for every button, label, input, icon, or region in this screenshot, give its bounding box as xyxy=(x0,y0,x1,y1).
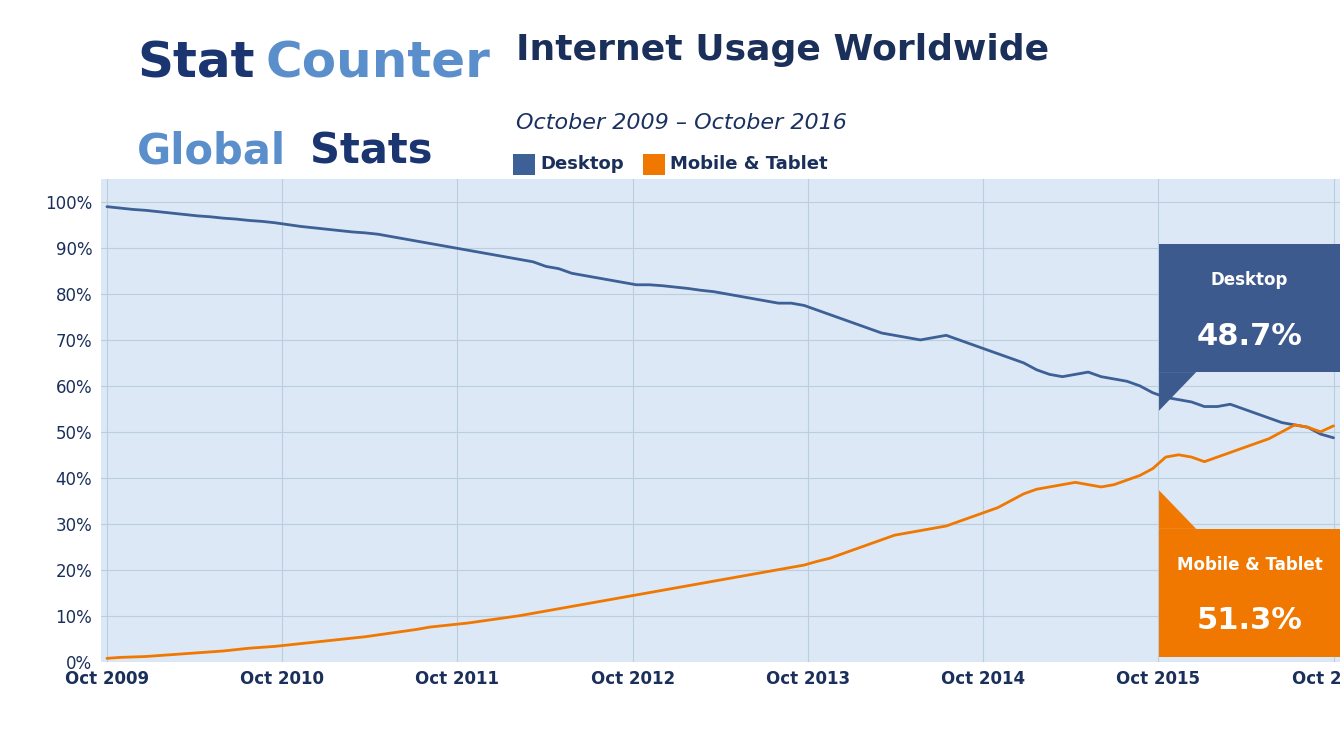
Text: Counter: Counter xyxy=(265,39,490,88)
Text: Internet Usage Worldwide: Internet Usage Worldwide xyxy=(516,33,1049,67)
Text: 51.3%: 51.3% xyxy=(1197,607,1302,635)
Polygon shape xyxy=(1159,491,1197,529)
Text: Mobile & Tablet: Mobile & Tablet xyxy=(1177,556,1323,574)
Text: Desktop: Desktop xyxy=(1211,271,1288,289)
Polygon shape xyxy=(1159,372,1197,411)
Text: Global: Global xyxy=(137,130,287,173)
Text: Stats: Stats xyxy=(310,130,433,173)
FancyBboxPatch shape xyxy=(1159,529,1340,656)
FancyBboxPatch shape xyxy=(1159,244,1340,372)
Text: Stat: Stat xyxy=(137,39,255,88)
Text: October 2009 – October 2016: October 2009 – October 2016 xyxy=(516,113,847,133)
Text: 48.7%: 48.7% xyxy=(1197,322,1302,351)
Text: Desktop: Desktop xyxy=(540,156,623,173)
Text: Mobile & Tablet: Mobile & Tablet xyxy=(670,156,828,173)
